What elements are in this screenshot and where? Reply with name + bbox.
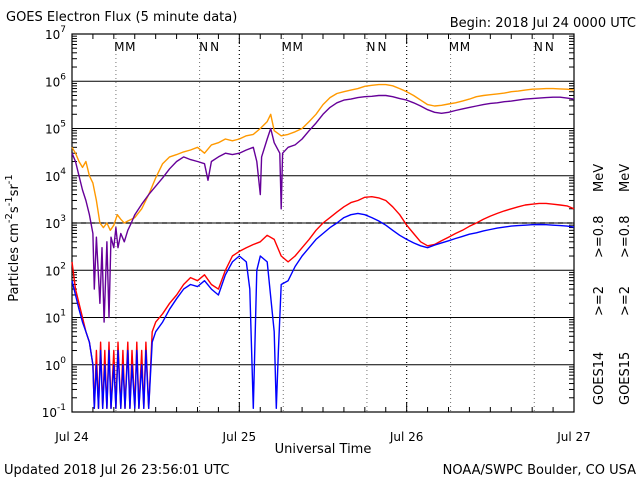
updated-time: Updated 2018 Jul 26 23:56:01 UTC	[4, 463, 229, 478]
legend-goes14-ge08: >=0.8	[592, 216, 607, 258]
y-tick-label: 100	[45, 356, 66, 373]
chart-title: GOES Electron Flux (5 minute data)	[6, 10, 237, 25]
legend-goes15-ge2: >=2	[618, 286, 633, 316]
y-tick-label: 104	[45, 167, 66, 184]
marker-first: M	[449, 40, 459, 54]
y-tick-label: 106	[45, 72, 66, 89]
marker-second: M	[292, 40, 302, 54]
marker-first: N	[199, 40, 208, 54]
grid-layer	[71, 34, 575, 412]
marker-first: N	[534, 40, 543, 54]
credit: NOAA/SWPC Boulder, CO USA	[443, 463, 636, 478]
series-line-goes15-0-8-mev	[71, 83, 575, 232]
x-tick-label: Jul 26	[389, 430, 424, 444]
series-layer	[71, 83, 575, 409]
marker-first: N	[366, 40, 375, 54]
legend-goes14-ge2: >=2	[592, 286, 607, 316]
marker-second: N	[377, 40, 386, 54]
legend-mev-1: MeV	[592, 164, 607, 192]
right-legend: GOES14 GOES15 >=2 >=2 >=0.8 >=0.8 MeV Me…	[592, 164, 633, 405]
marker-second: N	[545, 40, 554, 54]
legend-mev-2: MeV	[618, 164, 633, 192]
marker-first: M	[114, 40, 124, 54]
y-tick-label: 103	[45, 214, 66, 231]
legend-goes15: GOES15	[618, 352, 633, 405]
y-axis-label: Particles cm-2s-1sr-1	[4, 174, 22, 302]
begin-time: Begin: 2018 Jul 24 0000 UTC	[450, 16, 636, 31]
x-tick-label: Jul 25	[222, 430, 257, 444]
series-line-goes14-2-mev	[71, 212, 575, 409]
marker-second: N	[210, 40, 219, 54]
x-tick-label: Jul 27	[556, 430, 591, 444]
y-tick-label: 102	[45, 261, 66, 278]
y-tick-label: 10-1	[42, 403, 66, 420]
legend-goes15-ge08: >=0.8	[618, 216, 633, 258]
legend-goes14: GOES14	[592, 352, 607, 405]
x-tick-label: Jul 24	[54, 430, 89, 444]
y-tick-label: 107	[45, 25, 66, 42]
marker-first: M	[281, 40, 291, 54]
label-layer: 10-1 100 101 102 103 104 105 106 107 Jul 24 Jul 25…	[42, 25, 591, 444]
marker-second: M	[125, 40, 135, 54]
y-tick-label: 101	[45, 309, 66, 326]
x-axis-label: Universal Time	[275, 442, 372, 457]
marker-second: M	[460, 40, 470, 54]
series-line-goes14-0-8-mev	[71, 94, 575, 323]
y-tick-label: 105	[45, 120, 66, 137]
